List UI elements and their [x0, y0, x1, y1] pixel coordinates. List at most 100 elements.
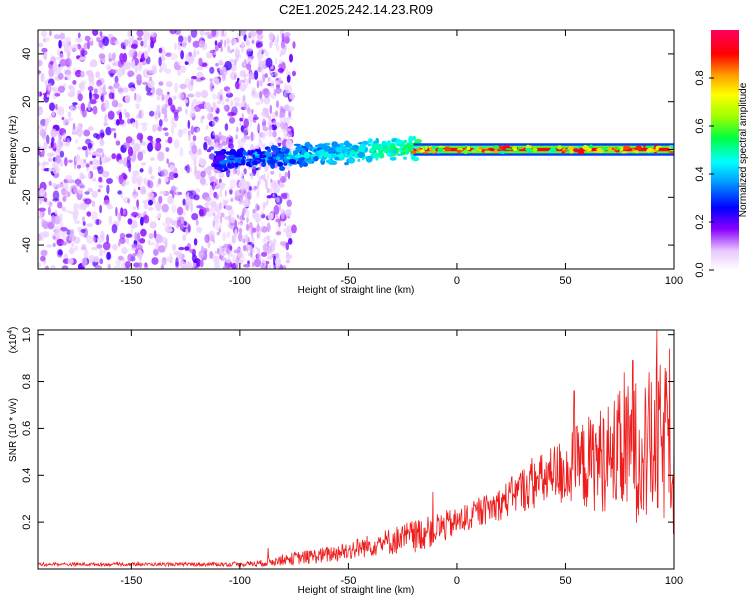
noise-blob: [124, 94, 131, 104]
noise-blob: [140, 216, 144, 226]
noise-blob: [52, 110, 55, 117]
noise-blob: [101, 170, 110, 178]
noise-blob: [133, 262, 141, 268]
noise-blob: [276, 121, 280, 129]
signal-blob: [281, 146, 287, 152]
noise-blob: [223, 105, 228, 111]
noise-blob: [140, 40, 144, 47]
noise-blob: [118, 237, 126, 244]
noise-blob: [268, 251, 273, 260]
noise-blob: [75, 37, 83, 43]
noise-blob: [273, 265, 276, 269]
noise-blob: [199, 177, 206, 185]
noise-blob: [196, 149, 203, 156]
noise-blob: [268, 129, 272, 137]
noise-blob: [179, 147, 184, 158]
noise-blob: [178, 92, 184, 101]
noise-blob: [253, 258, 262, 268]
noise-blob: [140, 122, 148, 126]
noise-blob: [193, 238, 198, 246]
noise-blob: [38, 262, 41, 268]
noise-blob: [285, 139, 293, 149]
colorbar-tick-label: 0.6: [694, 118, 706, 133]
noise-blob: [230, 100, 234, 107]
noise-blob: [132, 253, 137, 257]
noise-blob: [248, 198, 251, 205]
noise-blob: [143, 39, 148, 49]
noise-blob: [174, 64, 182, 71]
noise-blob: [175, 257, 179, 267]
noise-blob: [115, 259, 122, 266]
noise-blob: [173, 250, 180, 256]
noise-blob: [285, 259, 291, 264]
noise-blob: [48, 157, 53, 162]
signal-blob: [220, 164, 227, 169]
noise-blob: [138, 110, 142, 119]
noise-blob: [157, 151, 165, 162]
noise-blob: [82, 146, 88, 151]
noise-blob: [50, 141, 54, 148]
noise-blob: [230, 63, 237, 72]
noise-blob: [105, 126, 112, 136]
noise-blob: [48, 168, 54, 172]
noise-blob: [86, 223, 93, 228]
noise-blob: [123, 39, 129, 47]
noise-blob: [111, 53, 116, 62]
noise-blob: [279, 202, 281, 211]
noise-blob: [117, 85, 124, 96]
noise-blob: [39, 198, 42, 205]
noise-blob: [41, 47, 48, 53]
noise-blob: [263, 173, 266, 182]
noise-blob: [229, 178, 237, 188]
noise-blob: [233, 237, 236, 243]
noise-blob: [99, 248, 103, 257]
noise-blob: [41, 231, 50, 238]
noise-blob: [161, 203, 169, 213]
noise-blob: [279, 114, 282, 118]
noise-blob: [240, 41, 245, 48]
spectrogram-x-ticks: -150 -100 -50 0 50 100: [120, 30, 683, 287]
noise-blob: [164, 132, 169, 137]
noise-blob: [48, 114, 52, 123]
noise-blob: [285, 84, 293, 94]
noise-blob: [161, 236, 168, 244]
noise-blob: [208, 230, 215, 236]
signal-blob: [369, 147, 375, 153]
carrier-blob: [431, 145, 437, 150]
signal-blob: [389, 156, 397, 161]
noise-blob: [73, 209, 79, 217]
noise-blob: [241, 45, 245, 53]
noise-blob: [278, 172, 282, 179]
noise-blob: [238, 102, 242, 109]
noise-blob: [141, 185, 146, 193]
noise-blob: [246, 247, 249, 253]
noise-blob: [136, 73, 142, 82]
noise-blob: [209, 185, 213, 196]
noise-blob: [78, 82, 84, 90]
noise-blob: [235, 134, 238, 140]
noise-blob: [212, 77, 218, 81]
noise-blob: [149, 76, 153, 82]
noise-blob: [57, 49, 60, 56]
snr-x-tick-label: -100: [229, 575, 251, 587]
noise-blob: [199, 30, 205, 37]
noise-blob: [258, 51, 261, 56]
noise-blob: [108, 215, 113, 225]
signal-blob: [357, 151, 365, 158]
noise-blob: [285, 209, 292, 217]
colorbar-tick-label: 0.8: [694, 70, 706, 85]
noise-blob: [279, 241, 287, 246]
noise-blob: [128, 38, 132, 49]
noise-blob: [148, 199, 153, 206]
noise-blob: [65, 210, 72, 214]
carrier-blob: [471, 149, 478, 153]
noise-blob: [205, 124, 209, 130]
noise-blob: [160, 62, 167, 72]
noise-blob: [92, 236, 96, 244]
noise-blob: [255, 203, 259, 212]
noise-blob: [131, 174, 138, 185]
noise-blob: [136, 175, 144, 184]
noise-blob: [89, 99, 97, 105]
noise-blob: [38, 142, 41, 147]
snr-x-tick-label: 50: [559, 575, 571, 587]
